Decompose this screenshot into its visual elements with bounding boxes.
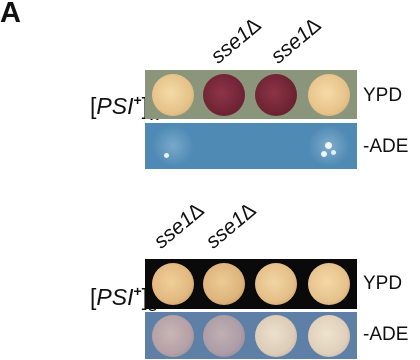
bottom-ade-label: -ADE (363, 324, 409, 345)
top-column-label-3: sse1∆ (266, 13, 326, 69)
strain-name: PSI (96, 93, 134, 119)
spot-2 (203, 74, 245, 116)
bottom-column-label-2: sse1∆ (201, 198, 261, 254)
bracket-close: ] (142, 284, 148, 310)
colony (331, 150, 336, 155)
bottom-ypd-plate (145, 259, 357, 309)
spot-3 (255, 74, 297, 116)
strain-sup: + (133, 283, 142, 299)
top-ade-plate (145, 123, 357, 169)
bottom-ypd-label: YPD (363, 273, 403, 294)
bottom-column-label-1: sse1∆ (149, 198, 209, 254)
spot-1 (152, 315, 194, 357)
top-column-label-2: sse1∆ (206, 13, 266, 69)
top-ypd-plate (145, 70, 357, 119)
panel-label: A (0, 0, 21, 29)
bracket-close: ] (142, 93, 148, 119)
bottom-ade-plate (145, 312, 357, 359)
spot-4 (308, 74, 350, 116)
colony (325, 142, 332, 149)
spot-2 (203, 263, 245, 305)
spot-1 (152, 263, 194, 305)
strain-sup: + (133, 92, 142, 108)
spot-4 (308, 263, 350, 305)
strain-name: PSI (96, 284, 134, 310)
spot-3 (255, 263, 297, 305)
top-ypd-label: YPD (363, 85, 403, 106)
bracket-open: [ (90, 284, 97, 310)
colony (321, 151, 327, 157)
spot-4 (308, 315, 350, 357)
spot-2 (203, 315, 245, 357)
top-ade-label: -ADE (363, 136, 409, 157)
spot-3 (255, 315, 297, 357)
spot-1 (152, 125, 194, 167)
spot-1 (152, 74, 194, 116)
colony (164, 153, 169, 158)
bracket-open: [ (90, 93, 97, 119)
